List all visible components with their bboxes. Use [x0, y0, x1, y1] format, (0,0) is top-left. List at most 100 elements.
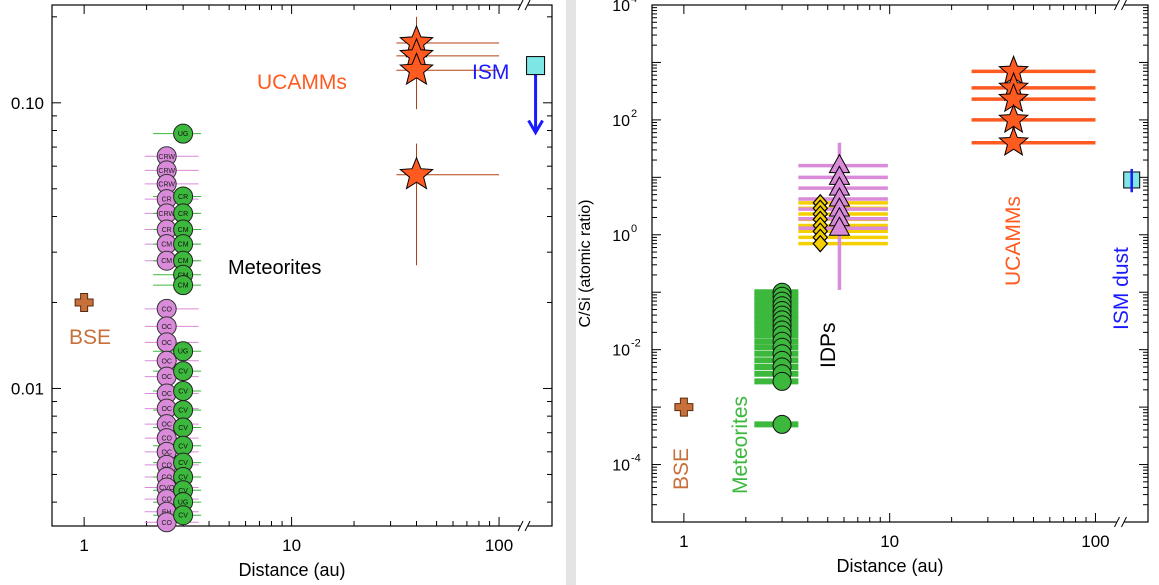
annotation-bse: BSE — [670, 448, 693, 490]
y-tick-label: 10 — [612, 343, 630, 360]
panel-divider — [566, 0, 576, 585]
annotation-ism: ISM — [472, 61, 509, 84]
meteorite-class-label: CR — [178, 211, 188, 218]
y-tick-label: 10 — [612, 0, 630, 15]
plot-frame — [51, 4, 553, 527]
meteorite-class-label: CV — [178, 369, 188, 376]
meteorite-class-label: CRW — [158, 181, 175, 188]
meteorite-point — [173, 275, 194, 296]
meteorite-class-label: OC — [161, 391, 172, 398]
idp-triangle — [828, 216, 851, 236]
meteorite-class-label: CRW — [158, 154, 175, 161]
meteorite-class-label: CRW — [158, 211, 175, 218]
meteorite-class-label: CM — [178, 242, 189, 249]
axis-break-gap — [1116, 516, 1125, 528]
axis-break-mark — [517, 520, 524, 532]
annotation-bse: BSE — [69, 326, 111, 349]
meteorite-point — [173, 505, 194, 526]
meteorite-class-label: OC — [161, 406, 172, 413]
bse-cross — [674, 397, 694, 417]
y-tick-exponent: 4 — [631, 0, 637, 5]
idp-diamond — [812, 234, 829, 253]
meteorite-class-label: CVO — [159, 485, 175, 492]
axis-break-mark — [517, 0, 524, 11]
y-tick-exponent: 0 — [631, 223, 637, 235]
annotation-ism-dust: ISM dust — [1110, 247, 1133, 330]
y-tick-exponent: -2 — [631, 338, 641, 350]
ucamm-star — [399, 51, 434, 86]
axis-break-mark — [1114, 516, 1120, 528]
upper-limit-arrowhead — [527, 119, 544, 136]
meteorite-class-label: CR — [162, 227, 172, 234]
axis-break-mark — [1121, 516, 1127, 528]
x-tick-label: 1 — [679, 532, 688, 551]
meteorite-class-label: CV — [178, 388, 188, 395]
annotation-ucamms: UCAMMs — [257, 71, 347, 94]
axis-break-gap — [520, 0, 529, 11]
axis-break-mark — [1121, 0, 1127, 11]
y-tick-exponent: -4 — [631, 453, 641, 465]
meteorite-class-label: CRW — [158, 168, 175, 175]
meteorite-class-label: CO — [161, 497, 172, 504]
bse-cross — [74, 292, 94, 312]
meteorite-class-label: CV — [178, 408, 188, 415]
x-tick-label: 100 — [485, 536, 513, 555]
meteorite-class-label: CV — [178, 460, 188, 467]
meteorite-class-label: CM — [178, 227, 189, 234]
meteorite-class-label: OC — [161, 422, 172, 429]
ucamm-star — [399, 156, 434, 190]
meteorite-point — [173, 341, 194, 362]
annotation-ucamms: UCAMMs — [1002, 196, 1025, 286]
ism-square — [526, 56, 546, 76]
y-tick-exponent: 2 — [631, 108, 637, 120]
axis-break-mark — [1114, 0, 1120, 11]
meteorite-point — [173, 361, 194, 382]
meteorite-class-label: CO — [161, 462, 172, 469]
meteorite-class-label: UG — [178, 131, 189, 138]
meteorite-class-label: OC — [161, 358, 172, 365]
meteorite-class-label: CV — [178, 425, 188, 432]
x-tick-label: 100 — [1081, 532, 1109, 551]
annotation-meteorites: Meteorites — [729, 396, 752, 494]
meteorite-class-label: OC — [161, 374, 172, 381]
meteorite-class-label: UG — [178, 349, 189, 356]
meteorite-class-label: CM — [161, 258, 172, 265]
meteorite-class-label: CM — [161, 242, 172, 249]
axis-break-gap — [1116, 0, 1125, 11]
meteorite-class-label: CO — [161, 306, 172, 313]
meteorite-point — [772, 371, 792, 391]
x-tick-label: 1 — [79, 536, 88, 555]
meteorite-class-label: CR — [162, 197, 172, 204]
meteorite-class-label: UG — [178, 500, 189, 507]
meteorite-class-label: CO — [161, 436, 172, 443]
meteorite-class-label: CV — [178, 488, 188, 495]
meteorite-point — [173, 123, 194, 144]
y-tick-label: 10 — [612, 228, 630, 245]
meteorite-point — [772, 414, 792, 434]
y-tick-label: 10 — [612, 113, 630, 130]
ucamm-star — [997, 126, 1030, 157]
meteorite-class-label: CV — [178, 443, 188, 450]
y-tick-label: 10 — [612, 458, 630, 475]
x-axis-title: Distance (au) — [238, 560, 345, 580]
axis-break-mark — [524, 0, 531, 11]
x-tick-label: 10 — [282, 536, 301, 555]
x-axis-title: Distance (au) — [836, 556, 943, 576]
annotation-idps: IDPs — [817, 322, 840, 368]
y-tick-label: 0.01 — [11, 379, 44, 398]
annotation-meteorites: Meteorites — [228, 257, 321, 279]
y-tick-label: 0.10 — [11, 94, 44, 113]
meteorite-class-label: CR — [178, 194, 188, 201]
meteorite-class-label: CV — [178, 474, 188, 481]
axis-break-mark — [524, 520, 531, 532]
meteorite-class-label: CM — [178, 283, 189, 290]
y-axis-title: C/Si (atomic ratio) — [577, 199, 594, 327]
meteorite-class-label: OC — [161, 340, 172, 347]
meteorite-class-label: CV — [178, 513, 188, 520]
x-tick-label: 10 — [880, 532, 899, 551]
meteorite-class-label: OC — [161, 324, 172, 331]
meteorite-class-label: CO — [161, 520, 172, 527]
